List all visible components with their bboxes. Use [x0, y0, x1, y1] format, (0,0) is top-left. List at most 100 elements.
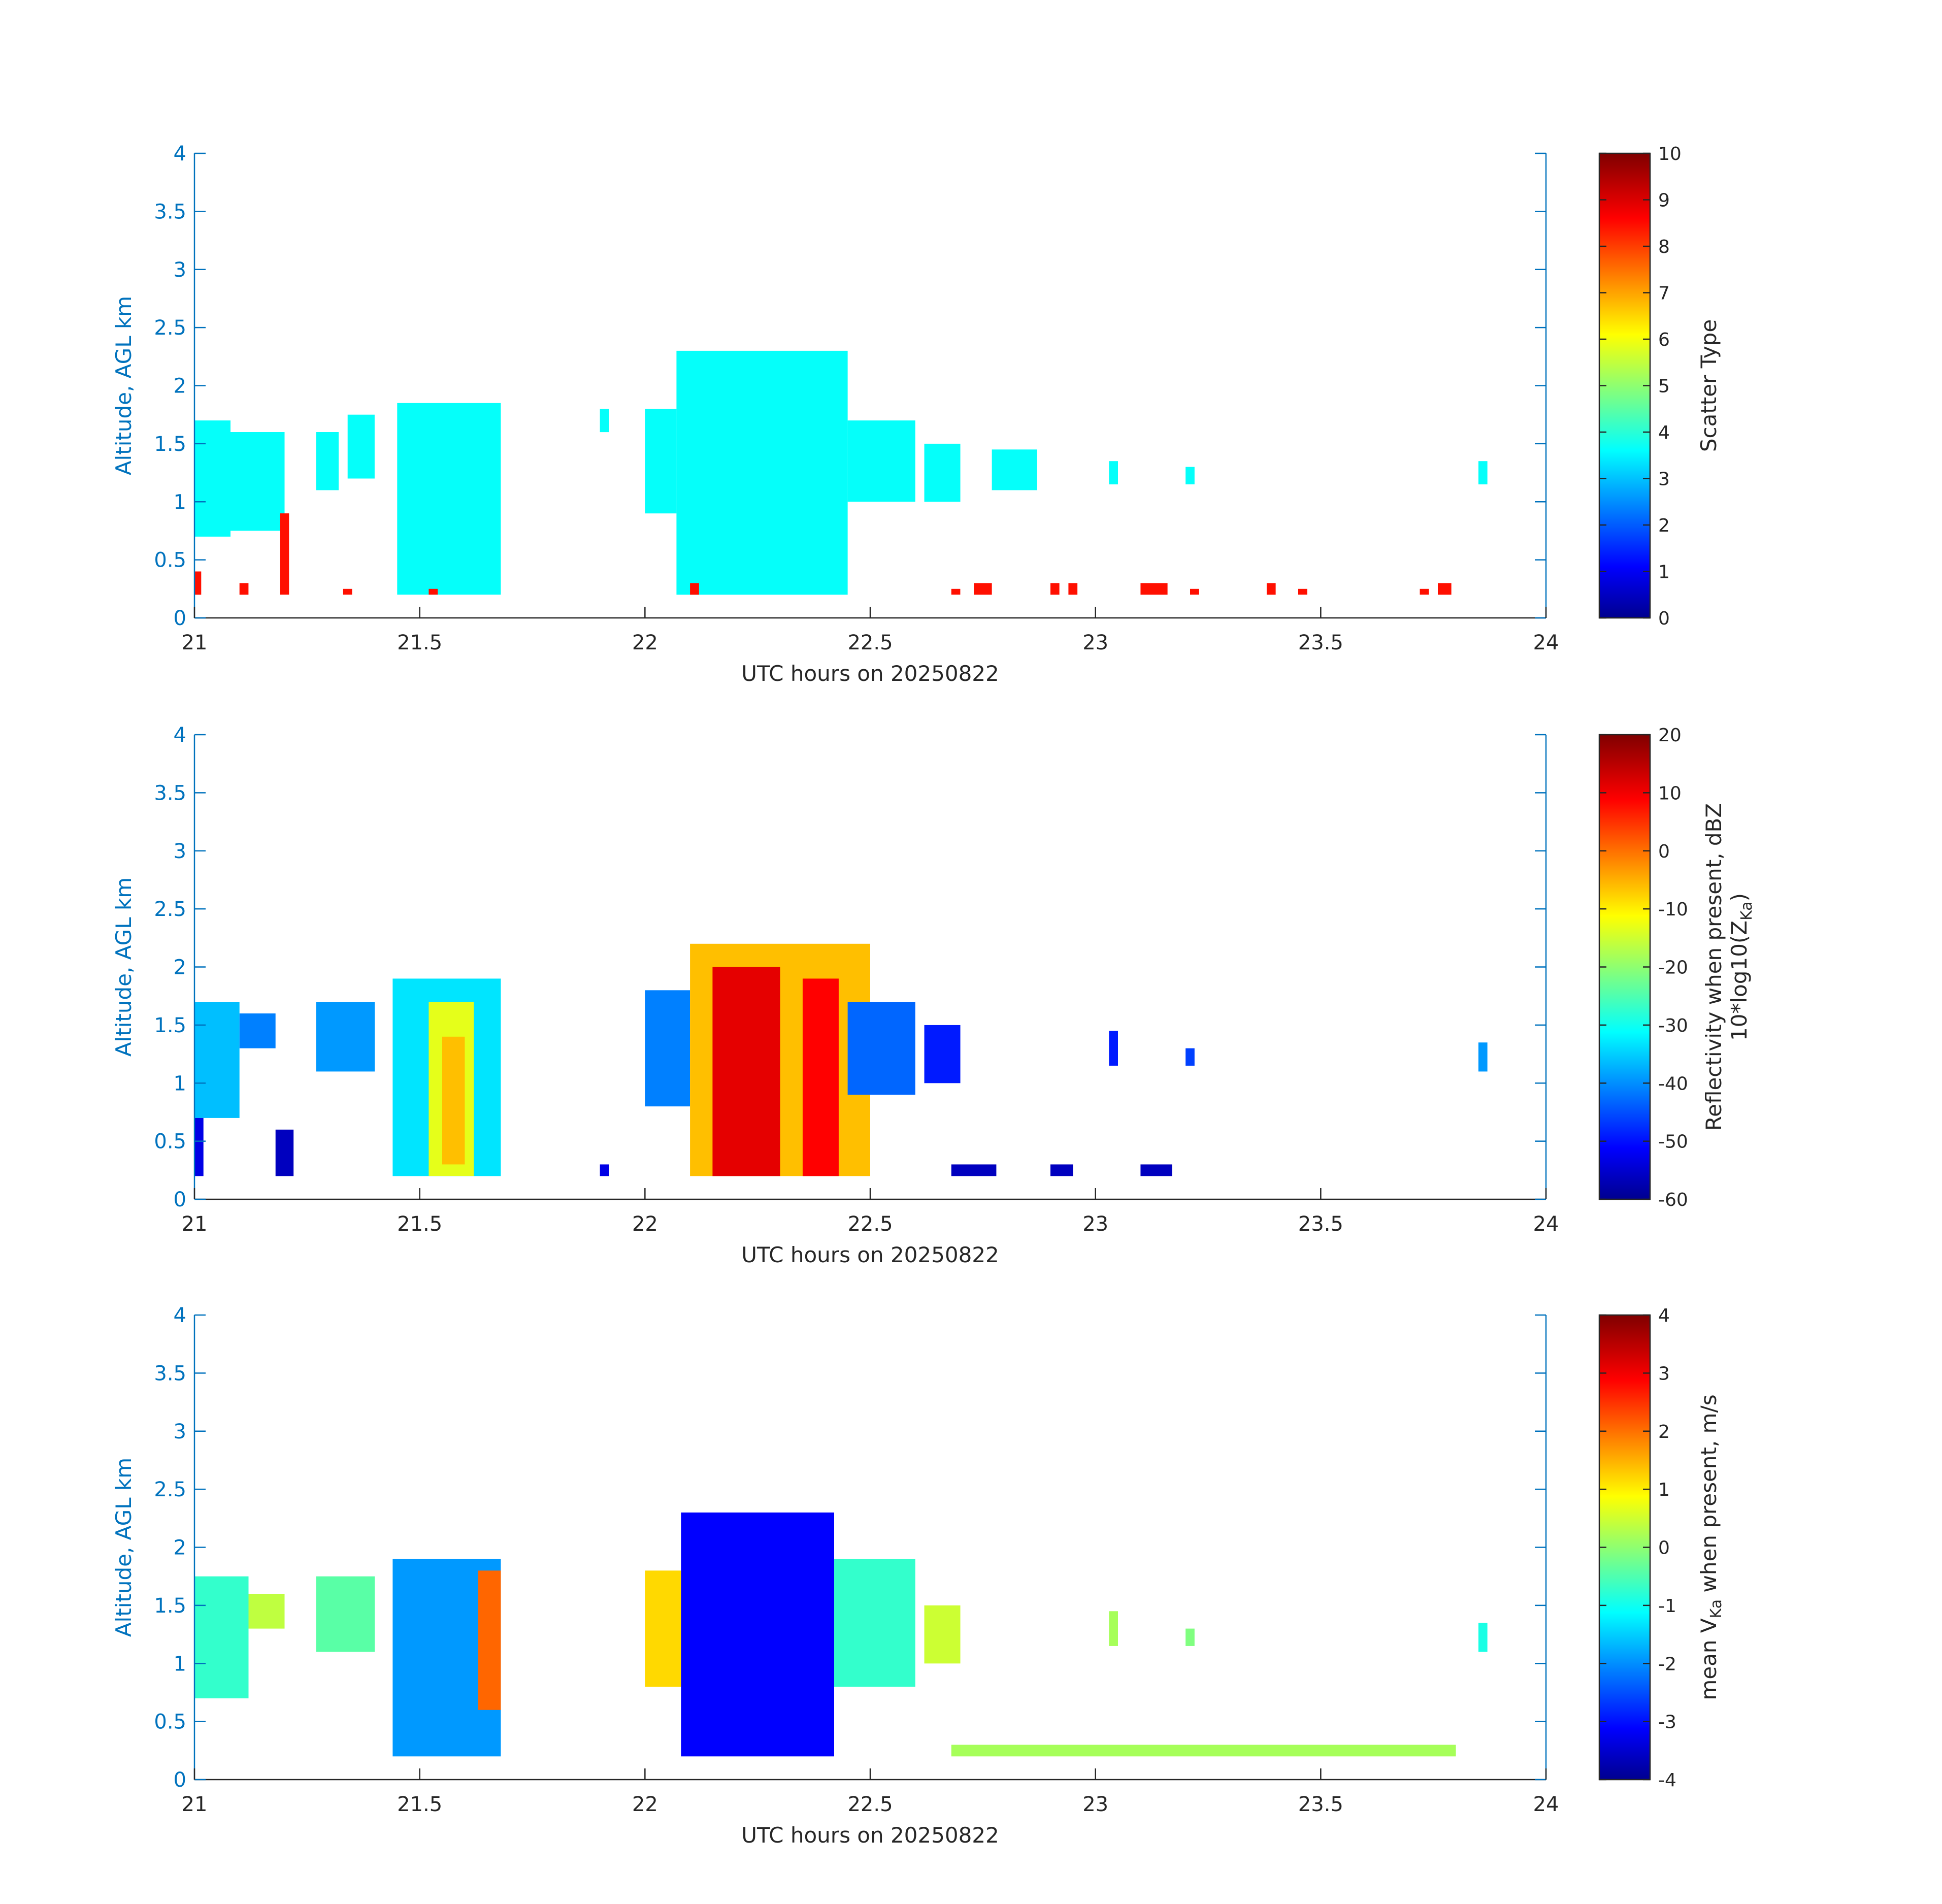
- data-cell-25: [1190, 588, 1199, 595]
- data-cell-23: [1068, 583, 1078, 595]
- x-tick-label: 23: [1082, 1793, 1108, 1816]
- data-cell-9: [951, 1745, 1456, 1757]
- data-cell-13: [1478, 461, 1488, 484]
- colorbar-tick-label: 20: [1658, 725, 1682, 746]
- colorbar-tick-label: -60: [1658, 1190, 1688, 1210]
- colorbar-tick-label: 5: [1658, 376, 1670, 397]
- y-tick-label: 3: [174, 1420, 186, 1443]
- colorbar-title-part: when present, m/s: [1696, 1394, 1721, 1599]
- data-cell-9: [645, 990, 690, 1107]
- data-cell-1: [239, 1013, 276, 1048]
- data-cell-2: [316, 1002, 375, 1072]
- y-tick-label: 0.5: [154, 549, 186, 572]
- colorbar-tick-label: -30: [1658, 1015, 1688, 1036]
- colorbar-title-subscript: Ka: [1738, 901, 1756, 921]
- y-tick-label: 2: [174, 956, 186, 979]
- colorbar-tick-label: 4: [1658, 1305, 1670, 1326]
- colorbar-tick-label: 10: [1658, 783, 1682, 804]
- data-cell-15: [951, 1164, 997, 1176]
- x-tick-label: 23: [1082, 631, 1108, 654]
- data-cell-10: [1109, 1611, 1118, 1646]
- x-tick-label: 24: [1533, 1793, 1559, 1816]
- data-cell-12: [802, 978, 839, 1176]
- colorbar-tick-label: -10: [1658, 899, 1688, 920]
- data-cell-16: [280, 513, 289, 595]
- colorbar-gradient: [1598, 152, 1651, 619]
- y-tick-label: 1.5: [154, 1594, 186, 1618]
- y-tick-label: 0: [174, 1188, 186, 1211]
- data-cell-14: [924, 1025, 961, 1084]
- colorbar-tick-label: -1: [1658, 1596, 1676, 1617]
- x-tick-label: 22.5: [847, 1212, 893, 1236]
- colorbar-tick-label: -40: [1658, 1073, 1688, 1094]
- x-tick-label: 22.5: [847, 1793, 893, 1816]
- colorbar-tick-label: 7: [1658, 283, 1670, 304]
- y-tick-label: 1: [174, 1072, 186, 1095]
- colorbar-tick-label: 2: [1658, 1422, 1670, 1442]
- y-axis-title: Altitude, AGL km: [111, 877, 136, 1057]
- colorbar-title-part: 10*log10(Z: [1727, 921, 1752, 1041]
- x-tick-label: 22: [632, 1212, 658, 1236]
- x-tick-label: 21.5: [397, 631, 442, 654]
- data-cell-1: [248, 1594, 285, 1629]
- y-tick-label: 2.5: [154, 316, 186, 340]
- y-tick-label: 1.5: [154, 1014, 186, 1037]
- colorbar-tick-label: -20: [1658, 958, 1688, 978]
- data-cell-7: [275, 1129, 294, 1176]
- data-cell-21: [974, 583, 992, 595]
- y-tick-label: 3.5: [154, 200, 186, 223]
- data-cell-8: [924, 1605, 961, 1664]
- data-cell-11: [1109, 461, 1118, 484]
- data-cell-13: [847, 1002, 915, 1095]
- data-cell-20: [951, 588, 961, 595]
- y-tick-label: 2: [174, 1536, 186, 1560]
- x-axis-title: UTC hours on 20250822: [741, 661, 999, 686]
- y-tick-label: 1: [174, 1652, 186, 1676]
- x-tick-label: 21: [182, 631, 208, 654]
- x-tick-label: 23.5: [1298, 1793, 1343, 1816]
- colorbar-tick-label: 1: [1658, 1480, 1670, 1500]
- data-cell-10: [992, 449, 1037, 490]
- y-tick-label: 0: [174, 1768, 186, 1792]
- data-cell-7: [834, 1559, 915, 1687]
- colorbar-tick-label: 0: [1658, 1538, 1670, 1559]
- data-cell-18: [429, 588, 438, 595]
- colorbar-tick-label: -50: [1658, 1132, 1688, 1153]
- data-cell-12: [1186, 467, 1195, 484]
- colorbar-title: Scatter Type: [1696, 319, 1721, 452]
- data-cell-12: [1478, 1623, 1488, 1652]
- data-cell-11: [1186, 1628, 1195, 1646]
- data-cell-15: [239, 583, 249, 595]
- data-cell-19: [1186, 1048, 1195, 1066]
- y-axis-title: Altitude, AGL km: [111, 1458, 136, 1637]
- y-tick-label: 0.5: [154, 1711, 186, 1734]
- x-tick-label: 21: [182, 1212, 208, 1236]
- colorbar-title-subscript: Ka: [1707, 1599, 1725, 1619]
- colorbar-gradient: [1598, 1314, 1651, 1781]
- y-tick-label: 4: [174, 142, 186, 166]
- data-cell-0: [194, 420, 231, 537]
- colorbar-tick-label: 9: [1658, 190, 1670, 211]
- y-axis-title: Altitude, AGL km: [111, 296, 136, 475]
- colorbar-title: mean VKa when present, m/s: [1696, 1394, 1725, 1700]
- data-cell-8: [600, 1164, 609, 1176]
- x-tick-label: 24: [1533, 631, 1559, 654]
- colorbar-title-line2: 10*log10(ZKa): [1727, 893, 1756, 1041]
- data-cell-29: [1438, 583, 1452, 595]
- x-tick-label: 21: [182, 1793, 208, 1816]
- colorbar-tick-label: 6: [1658, 330, 1670, 350]
- x-tick-label: 23.5: [1298, 1212, 1343, 1236]
- x-axis-title: UTC hours on 20250822: [741, 1242, 999, 1267]
- data-cell-5: [645, 1570, 681, 1687]
- y-tick-label: 1: [174, 490, 186, 514]
- data-cell-5: [442, 1036, 465, 1165]
- data-cell-20: [1478, 1042, 1488, 1072]
- y-tick-label: 1.5: [154, 433, 186, 456]
- data-cell-19: [690, 583, 699, 595]
- x-tick-label: 22.5: [847, 631, 893, 654]
- y-tick-label: 3: [174, 258, 186, 282]
